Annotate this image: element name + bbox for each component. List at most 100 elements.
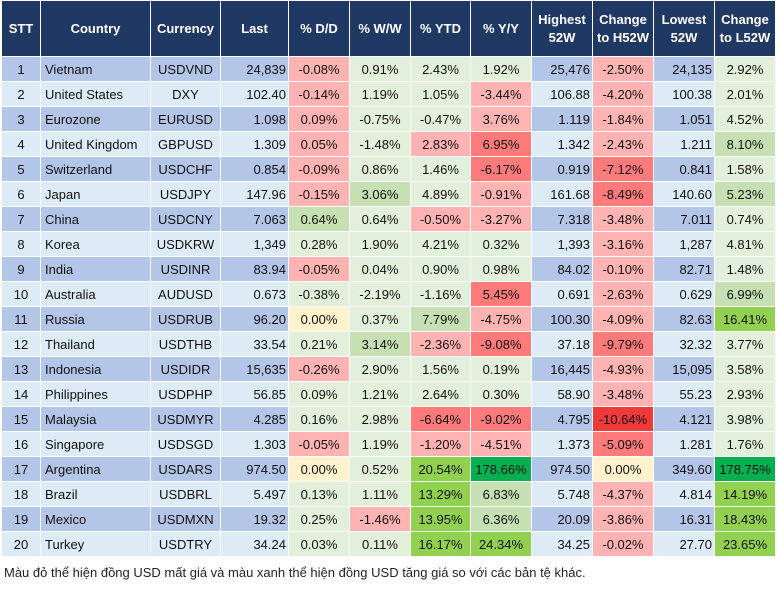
cell-chl: 2.01% bbox=[714, 81, 776, 107]
cell-dd: -0.05% bbox=[288, 431, 350, 457]
cell-stt: 5 bbox=[1, 156, 41, 182]
cell-ytd: 2.83% bbox=[410, 131, 471, 157]
cell-ww: 1.19% bbox=[349, 431, 411, 457]
header-stt: STT bbox=[1, 0, 41, 57]
cell-ytd: -2.36% bbox=[410, 331, 471, 357]
cell-last: 33.54 bbox=[220, 331, 289, 357]
cell-yy: 5.45% bbox=[470, 281, 532, 307]
cell-ytd: -6.64% bbox=[410, 406, 471, 432]
cell-country: Brazil bbox=[40, 481, 151, 507]
cell-dd: -0.09% bbox=[288, 156, 350, 182]
header-change-to-l52w: Change to L52W bbox=[714, 0, 776, 57]
cell-ww: -2.19% bbox=[349, 281, 411, 307]
cell-ytd: 4.89% bbox=[410, 181, 471, 207]
cell-stt: 17 bbox=[1, 456, 41, 482]
cell-chl: 1.58% bbox=[714, 156, 776, 182]
cell-dd: 0.28% bbox=[288, 231, 350, 257]
cell-high: 7.318 bbox=[531, 206, 593, 232]
cell-ytd: 2.43% bbox=[410, 56, 471, 82]
currency-table: STT Country Currency Last% D/D% W/W% YTD% Y… bbox=[1, 0, 776, 557]
cell-yy: -9.02% bbox=[470, 406, 532, 432]
table-row: 3 Eurozone EURUSD 1.098 0.09% -0.75% -0.47% 3.7… bbox=[1, 106, 776, 132]
cell-stt: 12 bbox=[1, 331, 41, 357]
table-row: 6 Japan USDJPY 147.96 -0.15% 3.06% 4.89% -0.91%… bbox=[1, 181, 776, 207]
cell-ww: 0.52% bbox=[349, 456, 411, 482]
cell-low: 4.814 bbox=[653, 481, 715, 507]
cell-country: Switzerland bbox=[40, 156, 151, 182]
cell-yy: -4.75% bbox=[470, 306, 532, 332]
cell-country: Argentina bbox=[40, 456, 151, 482]
cell-country: Eurozone bbox=[40, 106, 151, 132]
cell-dd: -0.14% bbox=[288, 81, 350, 107]
cell-country: China bbox=[40, 206, 151, 232]
table-row: 4 United Kingdom GBPUSD 1.309 0.05% -1.48% 2.8… bbox=[1, 131, 776, 157]
cell-ww: 3.14% bbox=[349, 331, 411, 357]
cell-high: 34.25 bbox=[531, 531, 593, 557]
cell-ww: 0.11% bbox=[349, 531, 411, 557]
cell-yy: -3.27% bbox=[470, 206, 532, 232]
cell-chh: -9.79% bbox=[592, 331, 654, 357]
cell-chl: 2.93% bbox=[714, 381, 776, 407]
table-row: 2 United States DXY 102.40 -0.14% 1.19% 1.05% -… bbox=[1, 81, 776, 107]
cell-last: 4.285 bbox=[220, 406, 289, 432]
cell-chl: 5.23% bbox=[714, 181, 776, 207]
cell-ww: 0.04% bbox=[349, 256, 411, 282]
cell-currency: USDTRY bbox=[150, 531, 221, 557]
table-row: 13 Indonesia USDIDR 15,635 -0.26% 2.90% 1.56% 0… bbox=[1, 356, 776, 382]
cell-high: 106.88 bbox=[531, 81, 593, 107]
cell-currency: USDRUB bbox=[150, 306, 221, 332]
cell-yy: 6.95% bbox=[470, 131, 532, 157]
cell-chl: 2.92% bbox=[714, 56, 776, 82]
cell-last: 1.303 bbox=[220, 431, 289, 457]
cell-chh: 0.00% bbox=[592, 456, 654, 482]
cell-high: 37.18 bbox=[531, 331, 593, 357]
cell-high: 84.02 bbox=[531, 256, 593, 282]
cell-high: 4.795 bbox=[531, 406, 593, 432]
cell-chl: 1.48% bbox=[714, 256, 776, 282]
cell-high: 0.919 bbox=[531, 156, 593, 182]
cell-ww: 0.86% bbox=[349, 156, 411, 182]
cell-chl: 1.76% bbox=[714, 431, 776, 457]
cell-yy: 0.98% bbox=[470, 256, 532, 282]
cell-chh: -1.84% bbox=[592, 106, 654, 132]
cell-stt: 9 bbox=[1, 256, 41, 282]
cell-chh: -10.64% bbox=[592, 406, 654, 432]
cell-low: 32.32 bbox=[653, 331, 715, 357]
cell-chh: -3.86% bbox=[592, 506, 654, 532]
cell-high: 58.90 bbox=[531, 381, 593, 407]
header-row: STT Country Currency Last% D/D% W/W% YTD% Y… bbox=[1, 0, 776, 57]
cell-yy: -0.91% bbox=[470, 181, 532, 207]
cell-stt: 15 bbox=[1, 406, 41, 432]
cell-chh: -4.93% bbox=[592, 356, 654, 382]
cell-yy: -6.17% bbox=[470, 156, 532, 182]
table-row: 20 Turkey USDTRY 34.24 0.03% 0.11% 16.17% 24.34… bbox=[1, 531, 776, 557]
cell-stt: 10 bbox=[1, 281, 41, 307]
cell-low: 1,287 bbox=[653, 231, 715, 257]
cell-chl: 4.81% bbox=[714, 231, 776, 257]
cell-chl: 6.99% bbox=[714, 281, 776, 307]
cell-chh: -5.09% bbox=[592, 431, 654, 457]
cell-high: 1.119 bbox=[531, 106, 593, 132]
cell-last: 96.20 bbox=[220, 306, 289, 332]
cell-country: United Kingdom bbox=[40, 131, 151, 157]
cell-dd: -0.08% bbox=[288, 56, 350, 82]
cell-low: 1.051 bbox=[653, 106, 715, 132]
cell-chl: 3.58% bbox=[714, 356, 776, 382]
cell-yy: 0.19% bbox=[470, 356, 532, 382]
cell-stt: 13 bbox=[1, 356, 41, 382]
table-row: 14 Philippines USDPHP 56.85 0.09% 1.21% 2.64% 0… bbox=[1, 381, 776, 407]
cell-currency: GBPUSD bbox=[150, 131, 221, 157]
cell-stt: 18 bbox=[1, 481, 41, 507]
cell-stt: 8 bbox=[1, 231, 41, 257]
cell-yy: -4.51% bbox=[470, 431, 532, 457]
cell-country: Russia bbox=[40, 306, 151, 332]
cell-ytd: 13.29% bbox=[410, 481, 471, 507]
cell-low: 4.121 bbox=[653, 406, 715, 432]
cell-country: Philippines bbox=[40, 381, 151, 407]
cell-dd: 0.09% bbox=[288, 381, 350, 407]
cell-chh: -3.16% bbox=[592, 231, 654, 257]
cell-ww: 0.64% bbox=[349, 206, 411, 232]
cell-last: 7.063 bbox=[220, 206, 289, 232]
cell-yy: 6.83% bbox=[470, 481, 532, 507]
cell-chh: -3.48% bbox=[592, 381, 654, 407]
